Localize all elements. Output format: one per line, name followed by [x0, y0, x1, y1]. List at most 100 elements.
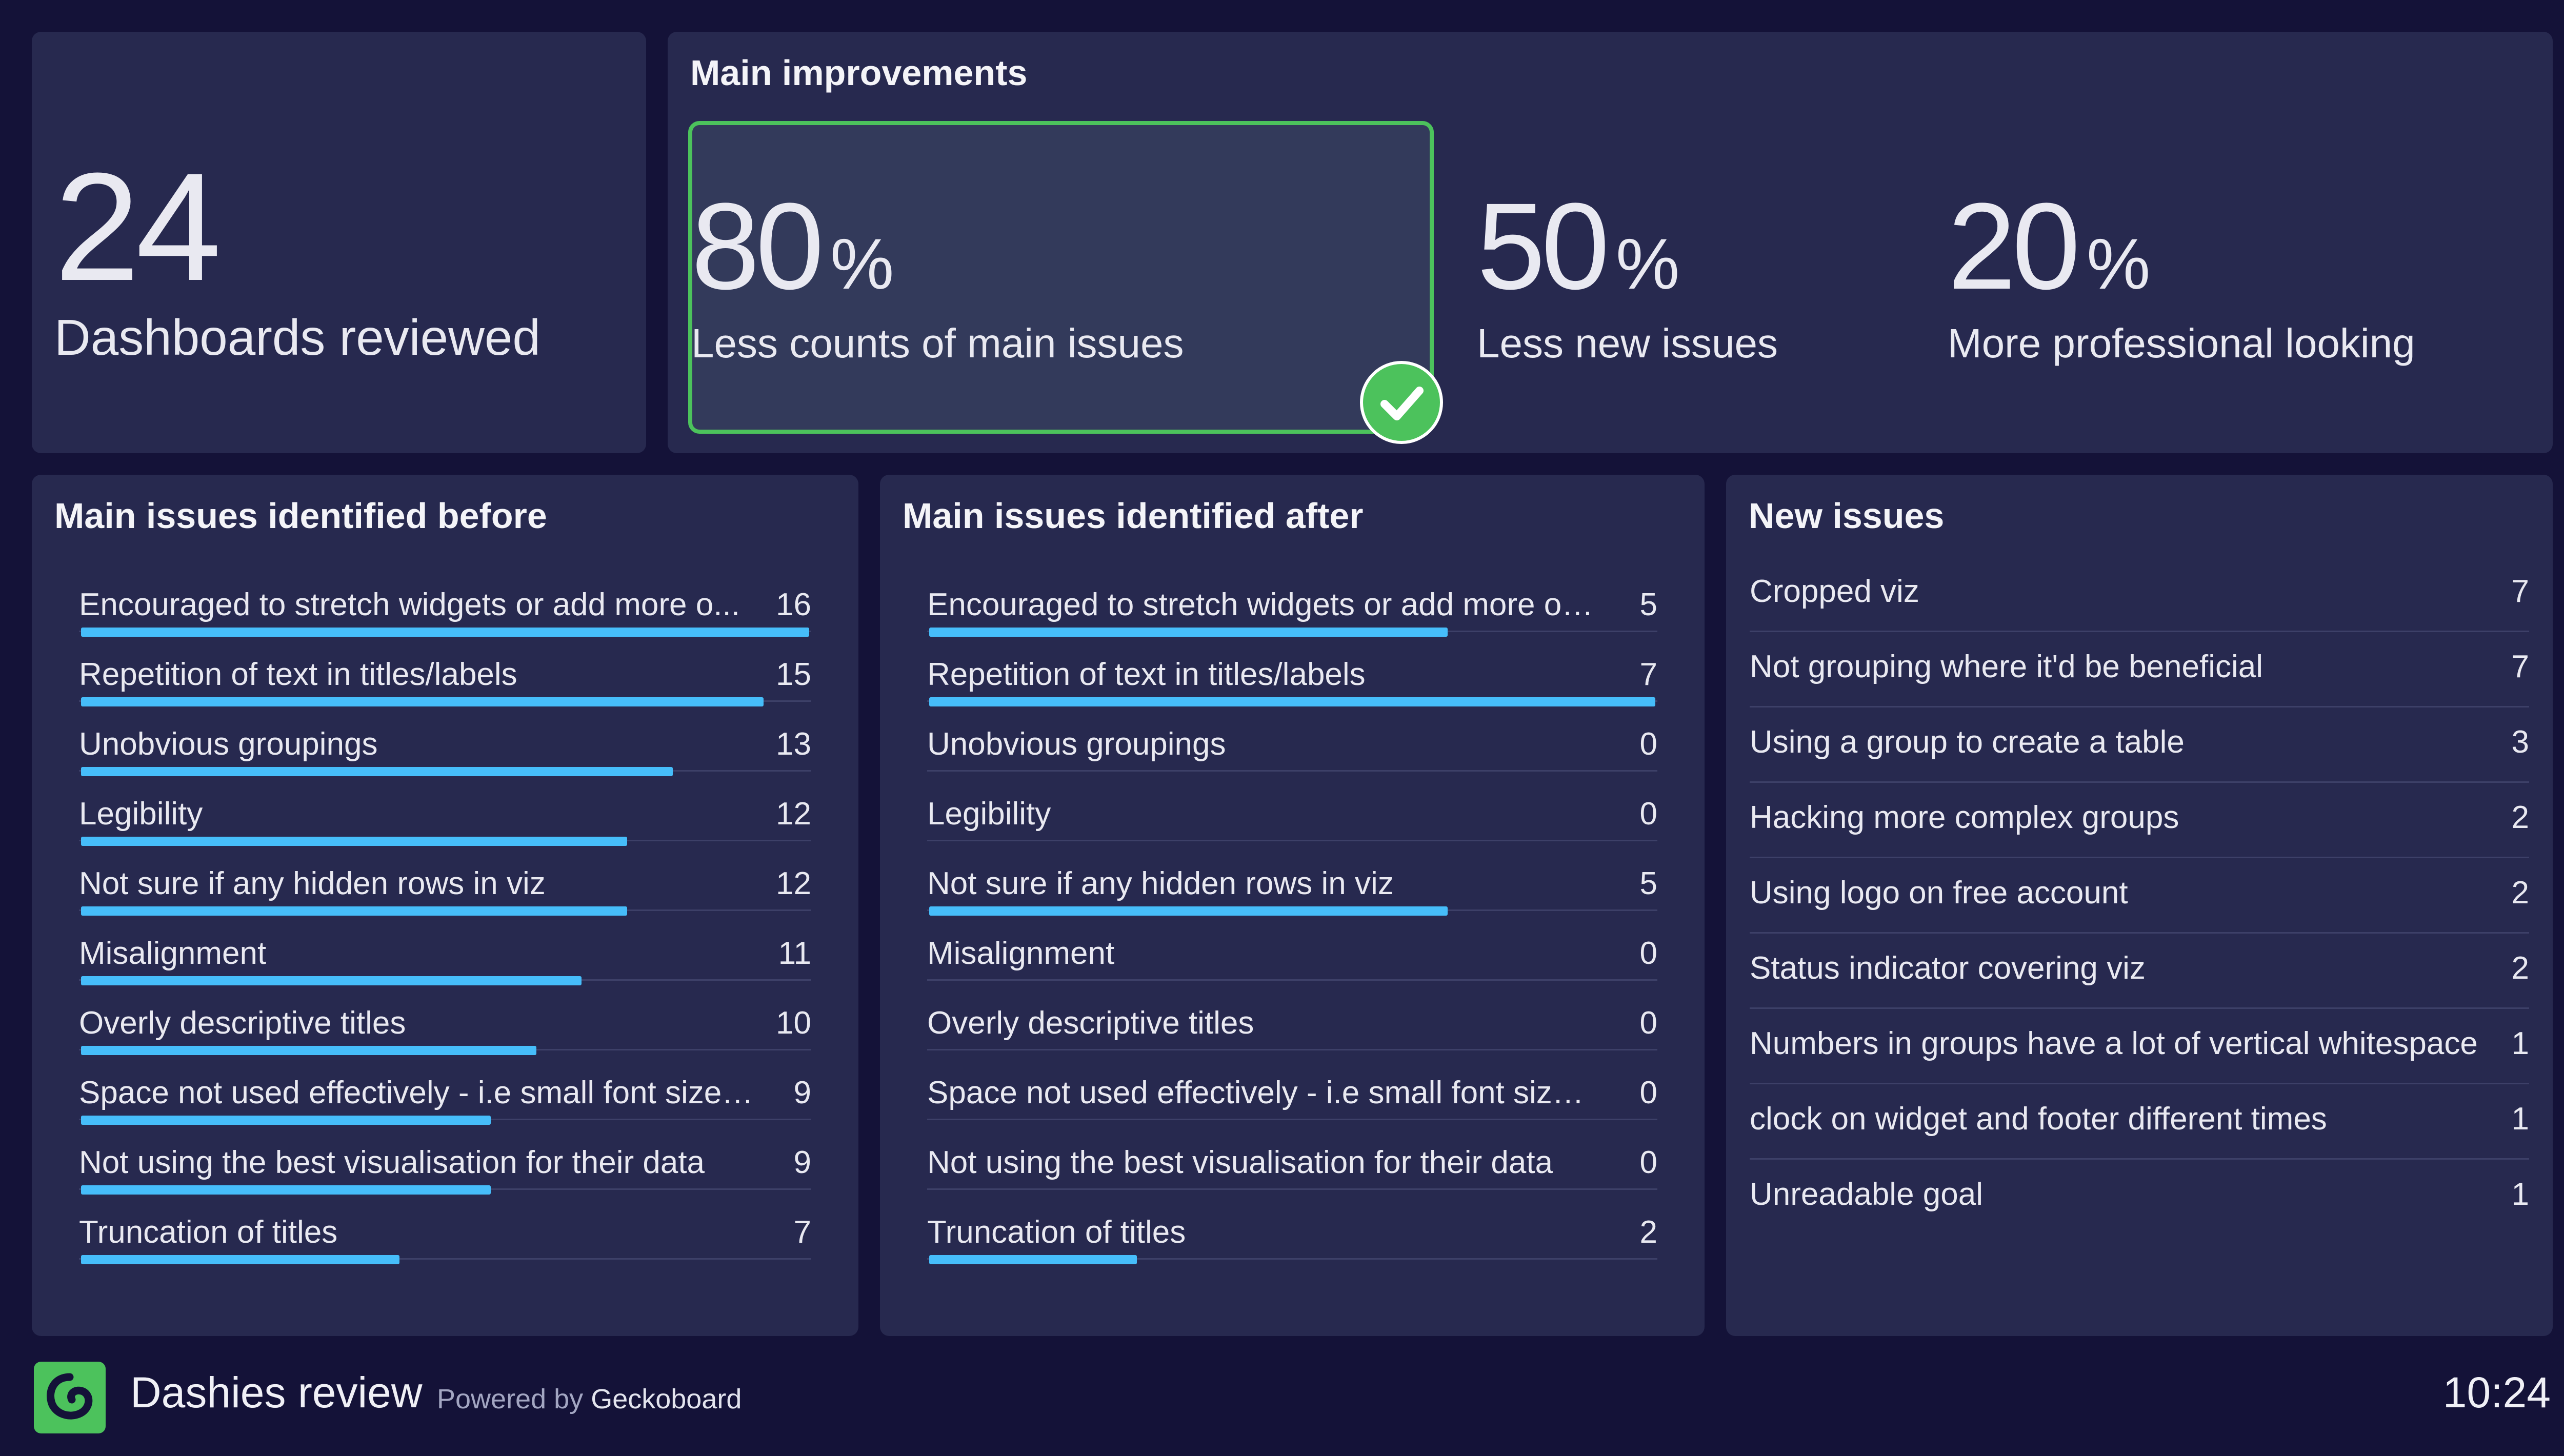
- row-divider: [1750, 631, 2529, 632]
- issue-label: Legibility: [927, 796, 1051, 832]
- improvement-item: 50% Less new issues: [1477, 185, 1778, 367]
- issue-count: 16: [776, 587, 811, 622]
- kpi-value: 24: [54, 140, 222, 313]
- issue-count: 9: [793, 1145, 811, 1180]
- checkmark-icon: [1360, 361, 1443, 444]
- dashboard-title: Dashies review: [130, 1368, 423, 1417]
- issue-count: 0: [1639, 1075, 1657, 1110]
- clock: 10:24: [2442, 1368, 2551, 1417]
- issue-label: Misalignment: [79, 936, 267, 971]
- panel-title: Main improvements: [690, 53, 1028, 93]
- issue-label: Overly descriptive titles: [79, 1005, 406, 1041]
- issue-label: Space not used effectively - i.e small f…: [79, 1075, 755, 1110]
- row-divider: [927, 1258, 1657, 1260]
- row-divider: [79, 1258, 811, 1260]
- panel-title: New issues: [1749, 496, 1945, 536]
- highlight-box: [688, 121, 1434, 434]
- row-divider: [1750, 1158, 2529, 1160]
- geckoboard-logo-icon: [34, 1362, 106, 1433]
- issue-row: Space not used effectively - i.e small f…: [927, 1065, 1657, 1135]
- new-issue-row: Numbers in groups have a lot of vertical…: [1750, 1009, 2529, 1084]
- new-issue-row: Unreadable goal 1: [1750, 1160, 2529, 1235]
- panel-title: Main issues identified after: [903, 496, 1364, 536]
- issue-bar: [81, 697, 764, 706]
- issue-row: Not sure if any hidden rows in viz 12: [79, 856, 811, 926]
- issue-label: Overly descriptive titles: [927, 1005, 1254, 1041]
- new-issue-count: 1: [2511, 1177, 2529, 1212]
- issue-label: Not using the best visualisation for the…: [927, 1145, 1553, 1180]
- issue-count: 11: [778, 936, 811, 971]
- new-issue-count: 1: [2511, 1101, 2529, 1137]
- issue-count: 5: [1639, 866, 1657, 901]
- issue-row: Not using the best visualisation for the…: [79, 1135, 811, 1205]
- issue-label: Encouraged to stretch widgets or add mor…: [79, 587, 740, 622]
- row-divider: [1750, 706, 2529, 707]
- issue-row: Not sure if any hidden rows in viz 5: [927, 856, 1657, 926]
- new-issue-label: Using logo on free account: [1750, 875, 2128, 911]
- issue-row: Not using the best visualisation for the…: [927, 1135, 1657, 1205]
- new-issue-label: Not grouping where it'd be beneficial: [1750, 649, 2263, 684]
- issue-label: Space not used effectively - i.e small f…: [927, 1075, 1601, 1110]
- issue-row: Unobvious groupings 0: [927, 717, 1657, 786]
- new-issue-label: Using a group to create a table: [1750, 724, 2185, 760]
- issue-bar: [81, 1116, 491, 1125]
- new-issue-count: 1: [2511, 1026, 2529, 1061]
- issue-bar: [929, 697, 1655, 706]
- new-issues-panel: New issues Cropped viz 7 Not grouping wher…: [1726, 475, 2553, 1336]
- new-issue-label: clock on widget and footer different tim…: [1750, 1101, 2327, 1137]
- issue-count: 9: [793, 1075, 811, 1110]
- issue-count: 10: [776, 1005, 811, 1041]
- issue-count: 12: [776, 866, 811, 901]
- kpi-label: Dashboards reviewed: [54, 309, 540, 366]
- row-divider: [1750, 857, 2529, 858]
- row-divider: [927, 1049, 1657, 1050]
- new-issue-row: Status indicator covering viz 2: [1750, 934, 2529, 1009]
- issue-label: Encouraged to stretch widgets or add mor…: [927, 587, 1601, 622]
- issue-count: 0: [1639, 796, 1657, 832]
- issue-row: Truncation of titles 7: [79, 1205, 811, 1275]
- issue-row: Legibility 0: [927, 786, 1657, 856]
- improvement-value: 80: [691, 177, 824, 315]
- issue-row: Unobvious groupings 13: [79, 717, 811, 786]
- new-issue-row: Hacking more complex groups 2: [1750, 783, 2529, 858]
- issue-label: Not sure if any hidden rows in viz: [79, 866, 546, 901]
- new-issue-row: Cropped viz 7: [1750, 557, 2529, 632]
- row-divider: [1750, 781, 2529, 783]
- issue-row: Truncation of titles 2: [927, 1205, 1657, 1275]
- issue-label: Repetition of text in titles/labels: [927, 657, 1366, 692]
- issue-bar: [81, 1255, 400, 1264]
- issue-row: Overly descriptive titles 10: [79, 996, 811, 1065]
- issue-label: Misalignment: [927, 936, 1115, 971]
- issue-bar: [81, 1046, 536, 1055]
- row-divider: [1750, 1083, 2529, 1084]
- powered-prefix: Powered by: [437, 1384, 584, 1414]
- issue-bar: [929, 1255, 1137, 1264]
- panel-title: Main issues identified before: [54, 496, 547, 536]
- row-divider: [1750, 932, 2529, 934]
- issue-row: Misalignment 0: [927, 926, 1657, 996]
- row-divider: [1750, 1007, 2529, 1009]
- issue-row: Repetition of text in titles/labels 7: [927, 647, 1657, 717]
- improvement-unit: %: [830, 224, 894, 304]
- improvement-label: Less new issues: [1477, 320, 1778, 366]
- improvement-item: 20% More professional looking: [1948, 185, 2415, 367]
- kpi-dashboards-reviewed: 24 Dashboards reviewed: [32, 32, 646, 453]
- issue-bar: [81, 767, 673, 776]
- issue-bar: [81, 976, 582, 985]
- new-issue-count: 2: [2511, 875, 2529, 911]
- issue-count: 2: [1639, 1215, 1657, 1250]
- issue-bar: [929, 628, 1448, 637]
- issue-count: 7: [793, 1215, 811, 1250]
- improvement-value: 20: [1948, 177, 2080, 315]
- new-issue-label: Status indicator covering viz: [1750, 951, 2146, 986]
- issue-row: Misalignment 11: [79, 926, 811, 996]
- new-issue-label: Cropped viz: [1750, 574, 1919, 609]
- issue-row: Encouraged to stretch widgets or add mor…: [79, 577, 811, 647]
- improvement-value: 50: [1477, 177, 1610, 315]
- issue-label: Legibility: [79, 796, 203, 832]
- issue-label: Unobvious groupings: [927, 726, 1226, 762]
- improvement-unit: %: [2086, 224, 2151, 304]
- issues-after-panel: Main issues identified after Encouraged …: [880, 475, 1705, 1336]
- issue-row: Space not used effectively - i.e small f…: [79, 1065, 811, 1135]
- improvement-item: 80% Less counts of main issues: [691, 185, 1184, 367]
